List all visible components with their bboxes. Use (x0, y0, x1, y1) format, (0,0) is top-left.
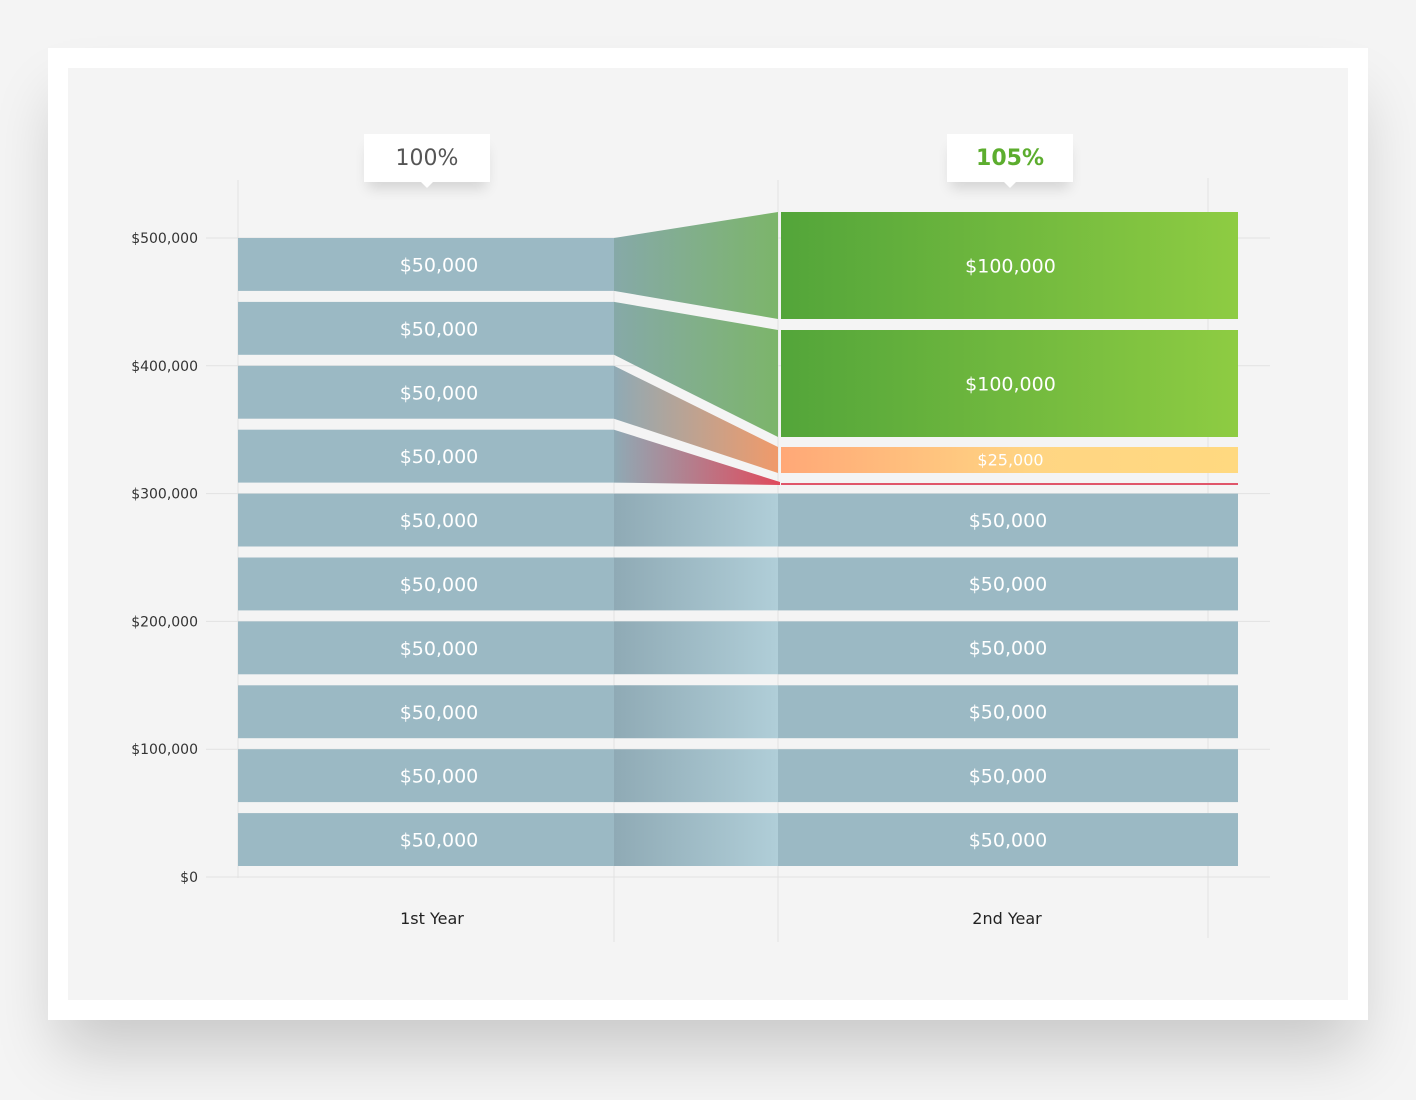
bar-segment-year1 (238, 493, 614, 547)
bar-segment-year2-lost (781, 483, 1238, 485)
bar-label-year1: $50,000 (400, 702, 479, 724)
bar-segment-year1 (238, 621, 614, 675)
bar-label-year1: $50,000 (400, 766, 479, 788)
y-tick-label: $100,000 (131, 742, 198, 758)
bar-label-year1: $50,000 (400, 254, 479, 276)
y-axis: $0 $100,000 $200,000 $300,000 $400,000 $500,0… (131, 231, 198, 886)
bar-label-year2: $25,000 (977, 451, 1043, 470)
bar-label-year2: $100,000 (965, 255, 1056, 277)
bar-segment-year2-same (778, 813, 1238, 866)
bar-label-year2: $50,000 (969, 702, 1048, 724)
bar-segment-year1 (238, 429, 614, 483)
y-tick-label: $500,000 (131, 231, 198, 247)
bar-segment-year1 (238, 557, 614, 611)
flow-band-decrease (614, 365, 778, 473)
flow-band-lost (614, 429, 780, 485)
flow-band-same (614, 557, 778, 611)
bar-segment-year2-same (778, 493, 1238, 547)
year2-total-callout: 105% (947, 134, 1073, 188)
flow-band-increase (614, 301, 778, 437)
y-tick-label: $0 (180, 870, 198, 886)
category-label-year1: 1st Year (400, 909, 464, 928)
bar-segment-year1 (238, 238, 614, 291)
bar-label-year2: $50,000 (969, 638, 1048, 660)
flow-band-increase (614, 212, 778, 319)
bar-label-year2: $50,000 (969, 765, 1048, 787)
bar-label-year1: $50,000 (400, 574, 479, 596)
flow-bands (614, 212, 780, 866)
bar-segment-year2-increase (781, 212, 1238, 319)
bars (238, 212, 1238, 866)
year1-total-callout: 100% (364, 134, 490, 188)
bar-segment-year1 (238, 301, 614, 355)
bar-segment-year2-increase (781, 330, 1238, 437)
flow-band-same (614, 493, 778, 547)
bar-label-year1: $50,000 (400, 382, 479, 404)
bar-segment-year2-same (778, 749, 1238, 803)
bar-label-year1: $50,000 (400, 638, 479, 660)
flow-band-same (614, 621, 778, 675)
bar-segment-year1 (238, 685, 614, 739)
bar-label-year2: $50,000 (969, 574, 1048, 596)
bar-label-year1: $50,000 (400, 318, 479, 340)
y-tick-label: $400,000 (131, 359, 198, 375)
y-tick-label: $300,000 (131, 487, 198, 503)
bar-segment-year1 (238, 365, 614, 419)
category-label-year2: 2nd Year (972, 909, 1042, 928)
y-tick-label: $200,000 (131, 614, 198, 630)
bar-label-year1: $50,000 (400, 830, 479, 852)
bar-segment-year2-decrease (781, 447, 1238, 473)
bar-label-year1: $50,000 (400, 510, 479, 532)
bar-label-year2: $100,000 (965, 373, 1056, 395)
bar-segment-year1 (238, 749, 614, 803)
bar-label-year2: $50,000 (969, 510, 1048, 532)
bar-label-year2: $50,000 (969, 829, 1048, 851)
bar-segment-year2-same (778, 685, 1238, 739)
bar-labels: $50,000 $50,000 $50,000 $50,000 $50,000 $50,0… (400, 254, 1056, 851)
flow-band-same (614, 813, 778, 866)
flow-band-same (614, 685, 778, 739)
bar-segment-year2-same (778, 621, 1238, 675)
bar-label-year1: $50,000 (400, 446, 479, 468)
flow-band-same (614, 749, 778, 803)
bar-segment-year2-same (778, 557, 1238, 611)
bar-segment-year1 (238, 813, 614, 866)
